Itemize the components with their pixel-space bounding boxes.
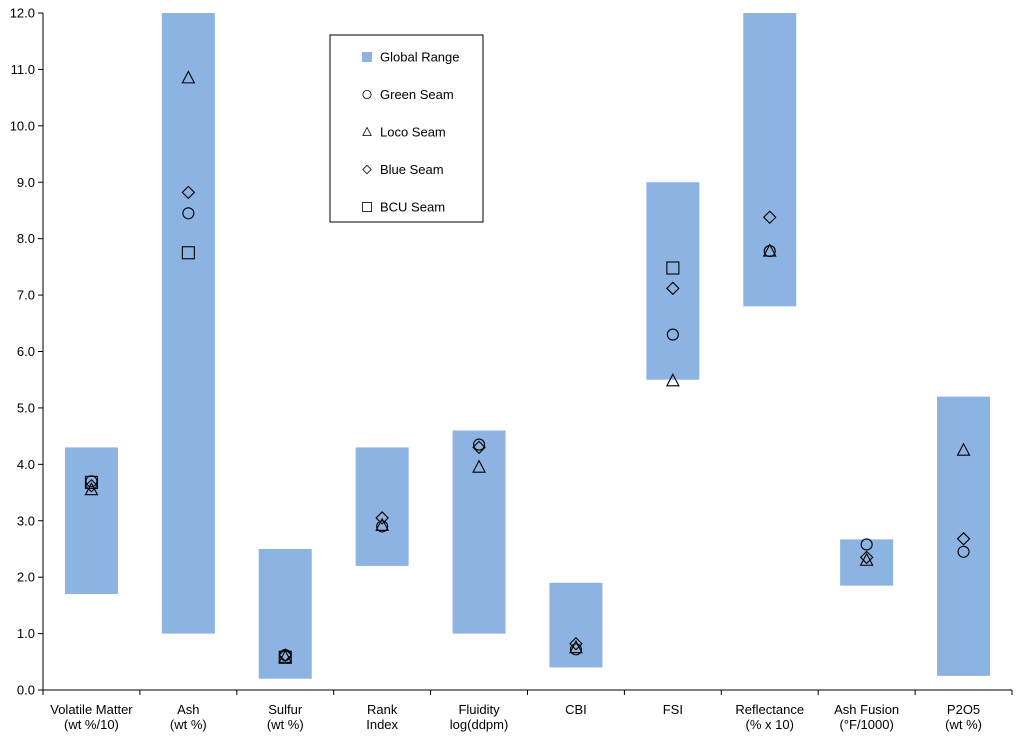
category-label: Fluidity log(ddpm) [450,702,509,732]
green-seam-marker [860,538,873,551]
green-seam-marker [569,643,583,656]
y-tick-label: 3.0 [17,513,35,528]
y-tick-label: 12.0 [10,6,35,21]
blue-seam-marker [762,210,777,225]
global-range-bar [743,13,797,307]
loco-seam-marker [375,517,390,531]
y-tick-label: 10.0 [10,118,35,133]
y-tick-label: 11.0 [11,62,35,77]
green-seam-marker [957,545,970,558]
blue-seam-marker [84,478,99,493]
global-range-bar [840,539,894,586]
loco-seam-marker [472,459,486,473]
loco-seam-marker [859,552,874,566]
legend-swatch-global-range [362,52,372,62]
legend-box [329,34,484,223]
category-label: Ash (wt %) [170,702,207,732]
blue-seam-marker [569,636,583,651]
y-tick-label: 2.0 [17,570,35,585]
seam-markers [84,70,971,664]
category-label: Sulfur (wt %) [267,702,304,732]
legend-label: Blue Seam [380,162,444,177]
blue-seam-marker [181,185,196,200]
legend-triangle-marker [362,126,372,136]
legend-marker [362,202,372,212]
green-seam-marker [376,520,389,533]
legend-marker [362,126,372,136]
bcu-seam-marker [666,261,680,275]
y-tick-label: 7.0 [17,288,35,303]
y-tick-label: 5.0 [17,400,35,415]
blue-seam-marker [956,532,971,546]
loco-seam-marker [956,442,971,456]
bcu-seam-marker [84,475,98,489]
loco-seam-marker [181,70,196,84]
legend-square-marker [362,202,372,212]
legend-marker [362,164,372,175]
bcu-seam-marker [181,246,195,260]
global-range-bar [161,13,215,634]
legend-label: Global Range [380,50,460,65]
y-tick-label: 4.0 [17,457,35,472]
green-seam-marker [666,328,679,341]
y-tick-label: 6.0 [17,344,35,359]
loco-seam-marker [762,243,777,257]
y-tick-label: 1.0 [17,626,35,641]
blue-seam-marker [278,648,293,662]
y-tick-label: 9.0 [17,175,35,190]
category-label: Rank Index [366,702,398,732]
legend-marker [362,89,372,100]
blue-seam-marker [472,440,486,455]
legend-label: Loco Seam [380,125,446,140]
y-tick-label: 8.0 [17,231,35,246]
green-seam-marker [472,438,486,451]
y-axis: 0.0 1.0 2.0 3.0 4.0 5.0 6.0 7.0 8.0 9.0 10.0 11.0 12… [10,6,44,698]
global-range-bar [64,447,118,595]
loco-seam-marker [278,649,293,663]
blue-seam-marker [859,550,874,565]
category-label: FSI [663,702,683,717]
global-range-bar [646,182,700,380]
category-label: Ash Fusion (°F/1000) [834,702,899,732]
legend-diamond-marker [362,164,372,175]
global-range-bar [452,430,506,634]
category-label: Volatile Matter (wt %/10) [50,702,133,732]
global-range-bar [549,582,603,668]
category-label: CBI [565,702,587,717]
range-bars [64,13,991,679]
legend: Global Range Green Seam Loco Seam Blue Seam… [329,34,484,223]
global-range-bar [355,447,409,566]
category-label: Reflectance (% x 10) [735,702,804,732]
blue-seam-marker [666,281,680,296]
green-seam-marker [182,207,195,220]
loco-seam-marker [665,373,680,387]
y-tick-label: 0.0 [17,683,35,698]
blue-seam-marker [375,511,389,525]
legend-circle-marker [362,89,372,100]
global-range-bar [258,548,312,679]
global-range-bar [937,396,991,676]
category-label: P2O5 (wt %) [945,702,982,732]
x-axis: Volatile Matter (wt %/10) Ash (wt %) Sulfur(… [42,689,1013,732]
legend-label: BCU Seam [380,200,445,215]
bcu-seam-marker [278,650,292,664]
legend-label: Green Seam [380,87,454,102]
